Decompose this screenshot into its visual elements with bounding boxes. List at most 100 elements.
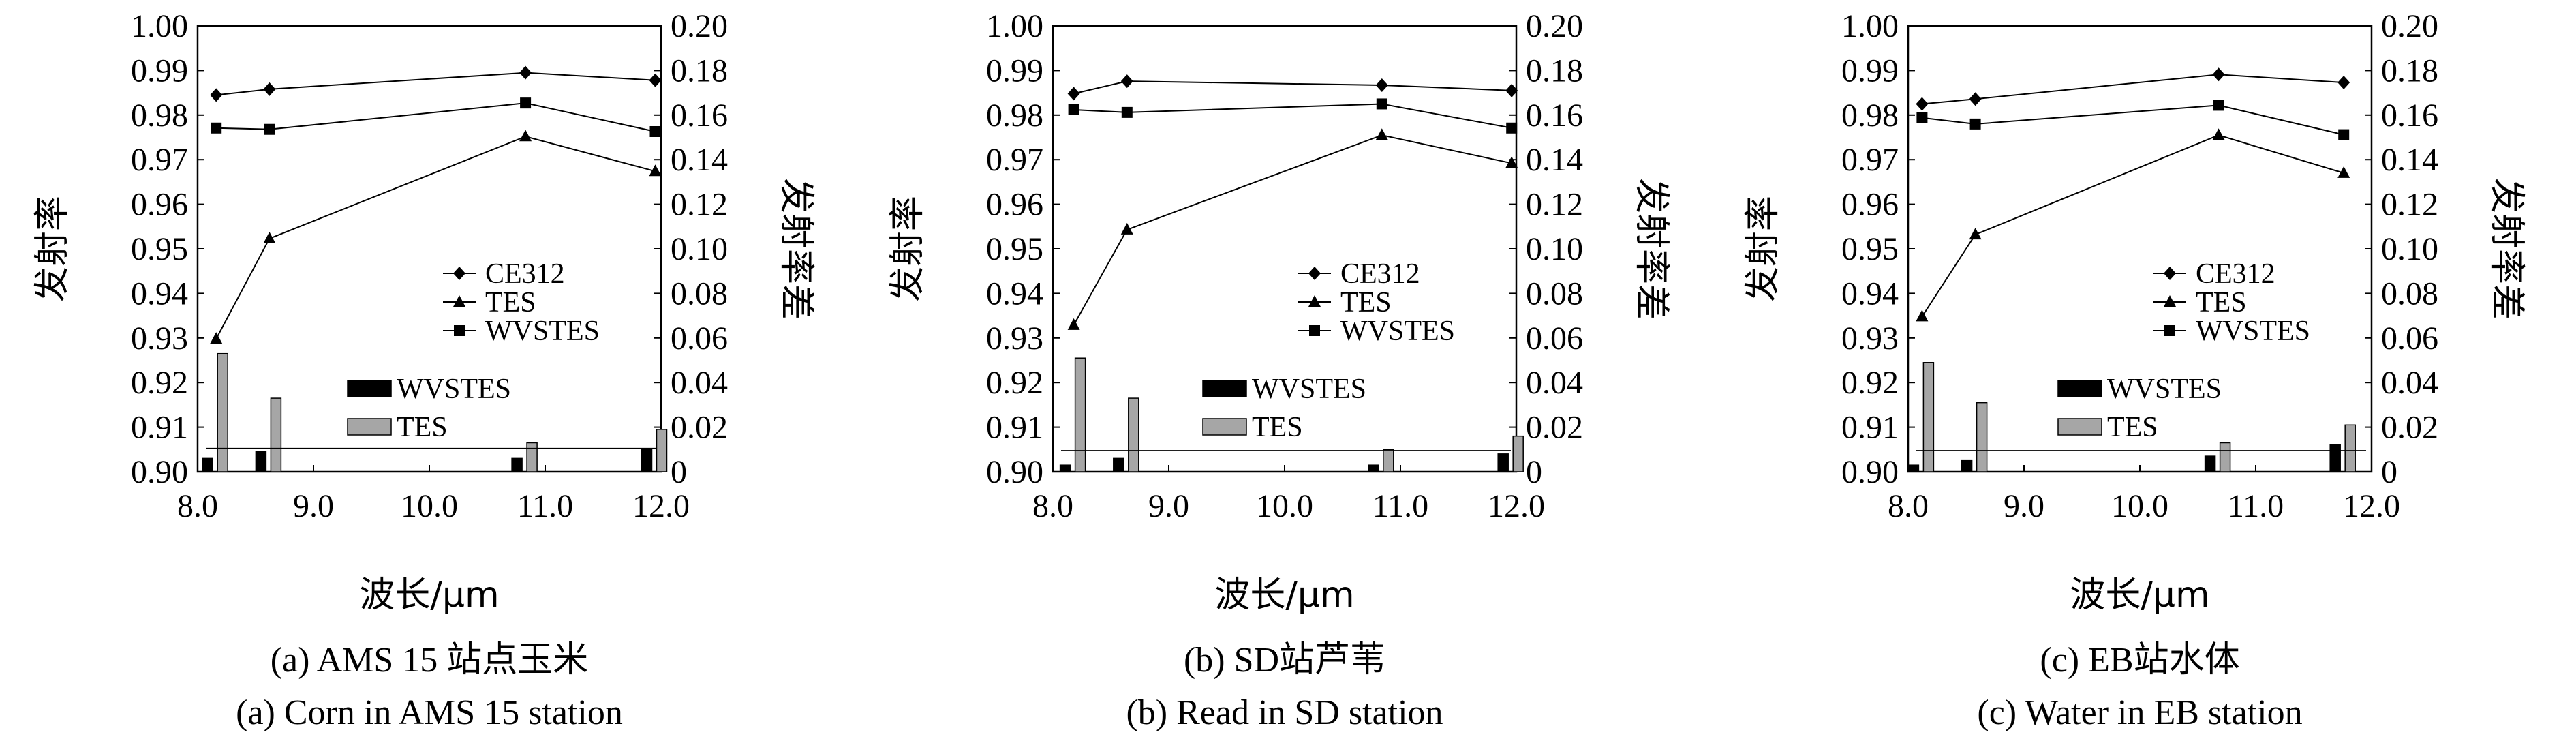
legend-bar-swatch (2057, 380, 2102, 397)
series-line-wvstes (1922, 104, 2344, 136)
x-tick-label: 8.0 (177, 488, 218, 524)
left-tick-label: 0.98 (131, 97, 188, 134)
right-tick-label: 0.16 (671, 97, 728, 134)
left-tick-label: 0.99 (131, 52, 188, 89)
right-tick-label: 0.12 (1526, 187, 1583, 223)
x-tick-label: 11.0 (517, 488, 573, 524)
right-axis-title: 发射率差 (776, 178, 816, 320)
x-tick-label: 9.0 (2004, 488, 2044, 524)
point-ce312 (263, 82, 276, 96)
left-tick-label: 0.92 (131, 365, 188, 401)
point-tes (1067, 318, 1080, 330)
right-tick-label: 0.14 (671, 142, 728, 178)
legend-label: WVSTES (1340, 316, 1455, 347)
right-tick-label: 0.18 (2381, 52, 2438, 89)
x-tick-label: 9.0 (293, 488, 334, 524)
left-tick-label: 0.95 (1841, 231, 1899, 267)
right-tick-label: 0.04 (1526, 365, 1583, 401)
left-tick-label: 0.91 (986, 410, 1043, 446)
left-axis-title: 发射率 (32, 196, 73, 302)
left-tick-label: 0.97 (1841, 142, 1899, 178)
right-tick-label: 0.12 (671, 187, 728, 223)
point-wvstes (1916, 112, 1928, 123)
left-tick-label: 0.94 (1841, 275, 1899, 312)
right-axis-title: 发射率差 (2486, 178, 2527, 320)
legend-label: TES (1340, 287, 1392, 318)
left-tick-label: 1.00 (1841, 8, 1899, 44)
point-wvstes (264, 123, 275, 135)
series-line-ce312 (1922, 74, 2344, 105)
bar-wvstes (1907, 464, 1920, 472)
legend-bar-swatch (347, 418, 392, 436)
panel-a: 0.90 0.91 0.92 0.93 0.94 0.95 0.96 0.97 0.98 0.99… (32, 8, 816, 732)
bar-tes (270, 397, 282, 472)
caption-en: (a) Corn in AMS 15 station (236, 693, 623, 732)
left-tick-label: 0.90 (131, 454, 188, 490)
right-tick-label: 0.06 (671, 320, 728, 357)
point-tes (649, 164, 662, 177)
legend-bar-swatch (1202, 418, 1247, 436)
legend-bar-label: TES (2107, 412, 2158, 443)
caption-cn: (c) EB站水体 (2040, 641, 2239, 680)
point-ce312 (2212, 67, 2225, 82)
bar-tes (1383, 449, 1394, 472)
bar-wvstes (1368, 464, 1379, 472)
point-tes (1969, 228, 1982, 240)
right-tick-label: 0.04 (2381, 365, 2438, 401)
legend-label: TES (2196, 287, 2247, 318)
bar-tes (1074, 357, 1086, 472)
series-line-tes (1073, 134, 1512, 326)
legend-marker (453, 295, 465, 307)
series-line-wvstes (1073, 103, 1512, 129)
x-tick-label: 10.0 (401, 488, 458, 524)
bar-tes (2219, 442, 2231, 472)
series-line-ce312 (216, 72, 656, 96)
left-tick-label: 0.91 (1841, 410, 1899, 446)
x-axis-title: 波长/μm (359, 575, 499, 616)
legend-label: CE312 (485, 258, 565, 290)
right-tick-label: 0.14 (2381, 142, 2438, 178)
legend-bar-label: WVSTES (397, 374, 511, 405)
left-tick-label: 0.92 (1841, 365, 1899, 401)
legend-label: WVSTES (2196, 316, 2310, 347)
point-ce312 (1505, 83, 1518, 97)
x-tick-label: 8.0 (1888, 488, 1929, 524)
x-tick-label: 9.0 (1148, 488, 1189, 524)
right-tick-label: 0.14 (1526, 142, 1583, 178)
legend-bar-label: TES (1252, 412, 1303, 443)
legend-label: TES (485, 287, 536, 318)
left-tick-label: 0.94 (986, 275, 1043, 312)
right-tick-label: 0.10 (2381, 231, 2438, 267)
bar-wvstes (2204, 455, 2216, 472)
bar-tes (1922, 362, 1935, 472)
point-tes (1505, 156, 1518, 168)
bar-wvstes (2329, 444, 2341, 472)
right-tick-label: 0.16 (1526, 97, 1583, 134)
point-tes (2337, 166, 2350, 178)
point-ce312 (1067, 87, 1080, 101)
legend-marker (454, 325, 465, 336)
point-tes (263, 231, 276, 243)
point-ce312 (519, 65, 532, 80)
point-tes (1916, 309, 1929, 322)
panel-c: 0.90 0.91 0.92 0.93 0.94 0.95 0.96 0.97 0.98 0.99… (1743, 8, 2527, 732)
right-tick-label: 0.08 (671, 275, 728, 312)
legend-marker (1308, 295, 1321, 307)
legend-bar-label: WVSTES (2107, 374, 2222, 405)
bar-wvstes (1961, 459, 1973, 472)
bar-wvstes (1059, 464, 1071, 472)
right-tick-label: 0 (1526, 454, 1542, 490)
series-line-tes (215, 136, 656, 339)
left-tick-label: 0.94 (131, 275, 188, 312)
legend-bar-label: WVSTES (1252, 374, 1366, 405)
legend-marker (2164, 325, 2175, 336)
x-tick-label: 11.0 (1373, 488, 1428, 524)
point-wvstes (649, 125, 661, 137)
left-tick-label: 0.90 (986, 454, 1043, 490)
point-wvstes (1506, 122, 1518, 134)
left-tick-label: 0.95 (131, 231, 188, 267)
left-tick-label: 0.92 (986, 365, 1043, 401)
right-tick-label: 0.06 (1526, 320, 1583, 357)
left-tick-label: 0.90 (1841, 454, 1899, 490)
